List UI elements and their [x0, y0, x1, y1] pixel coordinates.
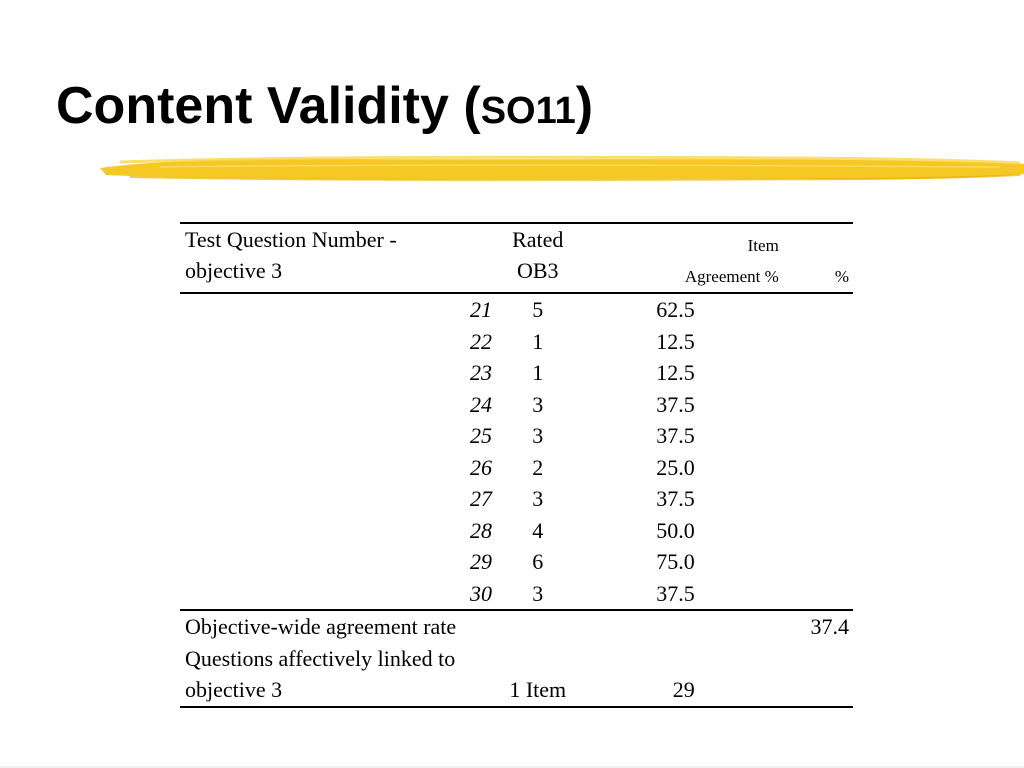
summary-row-linked-1: Questions affectively linked to [180, 643, 853, 675]
validity-table: Test Question Number - objective 3 Rated O… [180, 222, 853, 708]
row-spacer [180, 357, 440, 389]
linked-label-line2: objective 3 [185, 677, 283, 702]
rate-value: 37.4 [810, 614, 850, 639]
agreement-percent: 37.5 [656, 486, 695, 511]
rated-count: 5 [532, 297, 544, 322]
header-question-number: Test Question Number - objective 3 [185, 227, 397, 283]
row-percent [779, 546, 853, 578]
question-number: 22 [469, 328, 492, 354]
agreement-percent: 37.5 [656, 391, 695, 417]
row-percent [779, 389, 853, 421]
rated-count: 1 [532, 360, 544, 385]
row-spacer [180, 389, 440, 421]
row-spacer [180, 452, 440, 484]
title-close: ) [575, 77, 594, 135]
table-row: 26 2 25.0 [180, 452, 853, 484]
rated-count: 3 [532, 391, 544, 417]
linked-count: 1 Item [509, 677, 567, 702]
header-percent: % [834, 267, 849, 286]
rated-count: 1 [532, 328, 544, 354]
row-spacer [180, 578, 440, 611]
agreement-percent: 75.0 [656, 549, 695, 574]
question-number: 23 [469, 360, 492, 385]
rate-label: Objective-wide agreement rate [185, 614, 457, 639]
rated-count: 6 [532, 549, 544, 574]
table-row: 28 4 50.0 [180, 515, 853, 547]
header-empty [440, 223, 492, 293]
row-percent [779, 420, 853, 452]
rated-count: 3 [532, 580, 544, 606]
title-main: Content Validity ( [56, 77, 481, 135]
agreement-percent: 12.5 [656, 360, 695, 385]
agreement-percent: 37.5 [656, 423, 695, 448]
question-number: 30 [469, 580, 492, 606]
summary-row-linked-2: objective 3 1 Item 29 [180, 674, 853, 707]
footer-divider [0, 766, 1024, 768]
row-percent [779, 293, 853, 326]
rated-count: 2 [532, 454, 544, 480]
table-row: 30 3 37.5 [180, 578, 853, 611]
title-highlight-stroke [100, 155, 1024, 181]
question-number: 26 [469, 454, 492, 480]
row-percent [779, 452, 853, 484]
row-spacer [180, 483, 440, 515]
title-code: SO11 [480, 90, 576, 132]
agreement-percent: 37.5 [656, 580, 695, 606]
rated-count: 3 [532, 486, 544, 511]
agreement-percent: 12.5 [656, 328, 695, 354]
question-number: 29 [469, 549, 492, 574]
table-row: 24 3 37.5 [180, 389, 853, 421]
question-number: 24 [469, 391, 492, 417]
row-spacer [180, 326, 440, 358]
question-number: 25 [469, 423, 492, 448]
agreement-percent: 50.0 [656, 517, 695, 543]
linked-label-line1: Questions affectively linked to [185, 645, 456, 671]
table-row: 21 5 62.5 [180, 293, 853, 326]
header-item-agreement: Item Agreement % [684, 236, 779, 286]
header-rated: Rated OB3 [512, 227, 564, 283]
agreement-percent: 25.0 [656, 454, 695, 480]
question-number: 21 [469, 297, 492, 322]
row-spacer [180, 293, 440, 326]
row-spacer [180, 546, 440, 578]
row-spacer [180, 515, 440, 547]
row-percent [779, 578, 853, 611]
rated-count: 3 [532, 423, 544, 448]
question-number: 28 [469, 517, 492, 543]
row-percent [779, 326, 853, 358]
row-spacer [180, 420, 440, 452]
row-percent [779, 515, 853, 547]
table-row: 29 6 75.0 [180, 546, 853, 578]
rated-count: 4 [532, 517, 544, 543]
agreement-percent: 62.5 [656, 297, 695, 322]
table-row: 25 3 37.5 [180, 420, 853, 452]
linked-question: 29 [672, 677, 695, 702]
table-row: 23 1 12.5 [180, 357, 853, 389]
question-number: 27 [469, 486, 492, 511]
table-row: 27 3 37.5 [180, 483, 853, 515]
row-percent [779, 483, 853, 515]
row-percent [779, 357, 853, 389]
summary-row-rate: Objective-wide agreement rate 37.4 [180, 610, 853, 643]
table-header-row: Test Question Number - objective 3 Rated O… [180, 223, 853, 293]
table-row: 22 1 12.5 [180, 326, 853, 358]
slide-title: Content Validity (SO11) [56, 80, 593, 132]
